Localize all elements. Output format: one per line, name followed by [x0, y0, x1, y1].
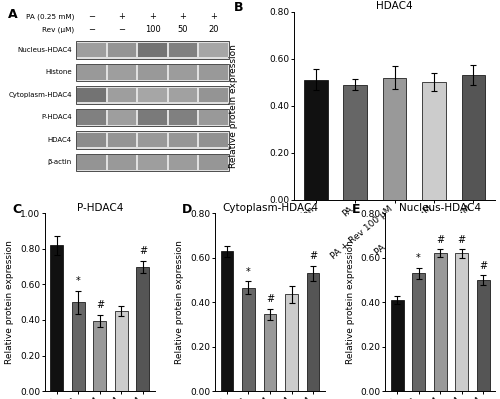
Bar	[76, 131, 229, 149]
Bar	[242, 288, 255, 391]
Bar	[199, 155, 228, 170]
Bar	[72, 302, 85, 391]
Bar	[108, 65, 136, 80]
Bar	[138, 155, 167, 170]
Bar	[168, 132, 198, 147]
Bar	[138, 43, 167, 57]
Bar	[76, 63, 229, 81]
Text: C: C	[12, 203, 21, 216]
Bar	[462, 75, 485, 200]
Bar	[108, 43, 136, 57]
Text: D: D	[182, 203, 192, 216]
Text: PA (0.25 mM): PA (0.25 mM)	[26, 14, 74, 20]
Text: *: *	[76, 276, 80, 286]
Bar	[422, 82, 446, 200]
Text: Rev (μM): Rev (μM)	[42, 27, 74, 33]
Text: #: #	[96, 300, 104, 310]
Text: −: −	[118, 25, 126, 34]
Text: −: −	[88, 12, 95, 21]
Bar	[50, 245, 64, 391]
Bar	[108, 87, 136, 103]
Text: #: #	[479, 261, 487, 271]
Text: P-HDAC4: P-HDAC4	[41, 115, 72, 120]
Bar	[115, 311, 128, 391]
Title: HDAC4: HDAC4	[376, 1, 413, 11]
Bar	[108, 110, 136, 125]
Bar	[476, 280, 490, 391]
Text: HDAC4: HDAC4	[48, 137, 72, 143]
Title: P-HDAC4: P-HDAC4	[76, 203, 123, 213]
Text: A: A	[8, 8, 18, 21]
Text: B: B	[234, 1, 243, 14]
Text: *: *	[416, 253, 421, 263]
Bar	[108, 132, 136, 147]
Bar	[168, 110, 198, 125]
Bar	[77, 155, 106, 170]
Bar	[138, 110, 167, 125]
Text: 20: 20	[208, 25, 218, 34]
Bar	[138, 87, 167, 103]
Text: 50: 50	[178, 25, 188, 34]
Bar	[76, 109, 229, 126]
Y-axis label: Relative protein expression: Relative protein expression	[346, 240, 354, 364]
Bar	[138, 65, 167, 80]
Bar	[390, 300, 404, 391]
Bar	[168, 65, 198, 80]
Bar	[77, 87, 106, 103]
Bar	[77, 43, 106, 57]
Bar	[76, 41, 229, 59]
Text: #: #	[436, 235, 444, 245]
Text: Cytoplasm-HDAC4: Cytoplasm-HDAC4	[8, 92, 72, 98]
Bar	[199, 43, 228, 57]
Bar	[168, 87, 198, 103]
Bar	[168, 43, 198, 57]
Bar	[77, 110, 106, 125]
Text: +: +	[118, 12, 126, 21]
Text: Nucleus-HDAC4: Nucleus-HDAC4	[17, 47, 72, 53]
Title: Cytoplasm-HDAC4: Cytoplasm-HDAC4	[222, 203, 318, 213]
Bar	[199, 87, 228, 103]
Text: E: E	[352, 203, 361, 216]
Bar	[455, 253, 468, 391]
Title: Nucleus-HDAC4: Nucleus-HDAC4	[399, 203, 481, 213]
Bar	[383, 77, 406, 200]
Bar	[76, 154, 229, 172]
Text: *: *	[246, 267, 251, 277]
Text: β-actin: β-actin	[48, 160, 72, 166]
Text: #: #	[309, 251, 317, 261]
Bar	[76, 86, 229, 104]
Bar	[304, 80, 328, 200]
Bar	[220, 251, 234, 391]
Y-axis label: Relative protein expression: Relative protein expression	[176, 240, 184, 364]
Bar	[285, 294, 298, 391]
Y-axis label: Relative protein expression: Relative protein expression	[6, 240, 15, 364]
Bar	[108, 155, 136, 170]
Text: #: #	[458, 235, 466, 245]
Bar	[264, 314, 276, 391]
Text: +: +	[180, 12, 186, 21]
Bar	[168, 155, 198, 170]
Text: +: +	[149, 12, 156, 21]
Text: #: #	[266, 294, 274, 304]
Text: −: −	[88, 25, 95, 34]
Bar	[138, 132, 167, 147]
Bar	[136, 267, 149, 391]
Text: Histone: Histone	[45, 69, 72, 75]
Bar	[434, 253, 446, 391]
Bar	[199, 132, 228, 147]
Bar	[306, 273, 320, 391]
Text: 100: 100	[144, 25, 160, 34]
Bar	[344, 85, 367, 200]
Y-axis label: Relative protein expression: Relative protein expression	[229, 44, 238, 168]
Bar	[412, 273, 425, 391]
Bar	[77, 65, 106, 80]
Bar	[94, 321, 106, 391]
Bar	[77, 132, 106, 147]
Bar	[199, 110, 228, 125]
Text: #: #	[139, 246, 147, 256]
Text: +: +	[210, 12, 217, 21]
Bar	[199, 65, 228, 80]
